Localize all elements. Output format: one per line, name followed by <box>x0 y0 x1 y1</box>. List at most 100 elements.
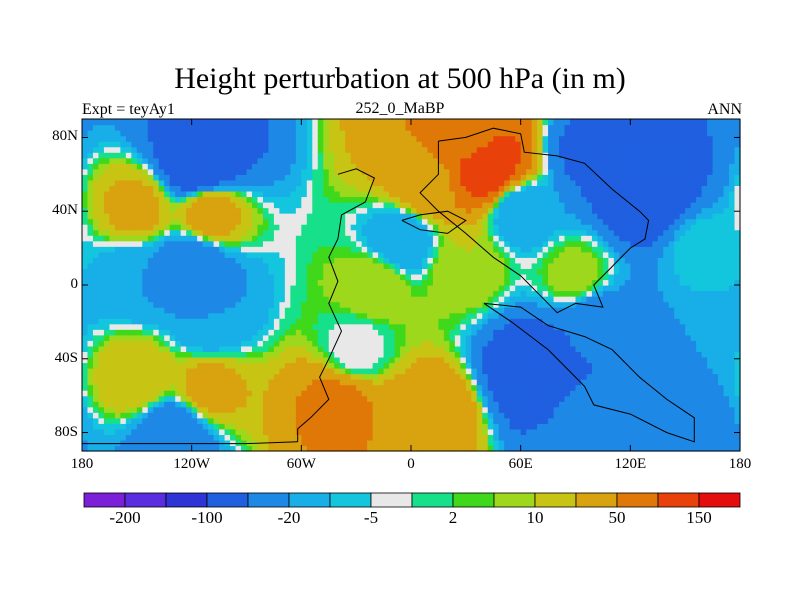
field-cell <box>493 312 500 319</box>
field-cell <box>213 185 220 192</box>
field-cell <box>427 390 434 397</box>
field-cell <box>284 190 291 198</box>
field-cell <box>82 246 89 253</box>
field-cell <box>350 417 357 424</box>
field-cell <box>213 323 220 330</box>
field-cell <box>432 157 440 164</box>
field-cell <box>372 124 379 131</box>
field-cell <box>224 351 231 358</box>
field-cell <box>443 307 450 314</box>
field-cell <box>92 351 100 358</box>
field-cell <box>400 445 407 452</box>
field-cell <box>114 323 121 330</box>
field-cell <box>471 207 478 214</box>
field-cell <box>202 207 209 214</box>
field-cell <box>246 207 253 214</box>
field-cell <box>350 262 357 269</box>
field-cell <box>262 373 270 380</box>
field-cell <box>443 296 450 303</box>
field-cell <box>454 229 461 236</box>
field-cell <box>202 285 209 292</box>
field-cell <box>92 379 100 386</box>
field-cell <box>312 423 319 430</box>
field-cell <box>432 390 440 397</box>
field-cell <box>487 445 494 452</box>
field-cell <box>334 135 341 142</box>
field-cell <box>378 207 385 214</box>
field-cell <box>290 179 297 186</box>
field-cell <box>537 390 544 397</box>
field-cell <box>169 268 176 275</box>
field-cell <box>427 301 434 308</box>
field-cell <box>487 296 494 303</box>
field-cell <box>317 240 324 247</box>
field-cell <box>142 406 149 413</box>
field-cell <box>482 273 489 281</box>
field-cell <box>389 395 396 402</box>
field-cell <box>186 445 193 452</box>
field-cell <box>498 390 505 397</box>
field-cell <box>378 345 385 352</box>
field-cell <box>411 262 418 269</box>
field-cell <box>334 368 341 375</box>
field-cell <box>389 179 396 186</box>
field-cell <box>449 235 456 242</box>
field-cell <box>251 273 259 281</box>
field-cell <box>251 312 259 319</box>
field-cell <box>460 141 467 148</box>
field-cell <box>383 307 390 314</box>
field-cell <box>493 246 500 253</box>
field-cell <box>279 152 286 159</box>
field-cell <box>202 417 209 424</box>
field-cell <box>520 268 527 275</box>
field-cell <box>339 202 346 209</box>
field-cell <box>312 401 319 408</box>
field-cell <box>323 257 330 264</box>
field-cell <box>515 296 522 303</box>
field-cell <box>202 312 209 319</box>
field-cell <box>509 207 516 214</box>
field-cell <box>427 157 434 164</box>
field-cell <box>306 152 313 159</box>
field-cell <box>147 146 154 153</box>
field-cell <box>465 119 472 126</box>
field-cell <box>378 412 385 419</box>
field-cell <box>273 157 280 164</box>
field-cell <box>389 257 396 264</box>
field-cell <box>273 423 280 430</box>
field-cell <box>350 296 357 303</box>
field-cell <box>334 373 341 380</box>
field-cell <box>98 390 105 397</box>
field-cell <box>180 329 187 336</box>
field-cell <box>334 202 341 209</box>
field-cell <box>120 141 127 148</box>
field-cell <box>158 434 165 441</box>
field-cell <box>262 445 270 452</box>
field-cell <box>350 251 357 258</box>
field-cell <box>350 257 357 264</box>
field-cell <box>158 301 165 308</box>
field-cell <box>290 207 297 214</box>
field-cell <box>120 395 127 402</box>
field-cell <box>158 445 165 452</box>
field-cell <box>334 329 341 336</box>
field-cell <box>213 379 220 386</box>
field-cell <box>273 307 280 314</box>
field-cell <box>262 417 270 424</box>
field-cell <box>312 207 319 214</box>
field-cell <box>515 202 522 209</box>
field-cell <box>389 285 396 292</box>
field-cell <box>443 379 450 386</box>
field-cell <box>251 379 259 386</box>
field-cell <box>290 307 297 314</box>
field-cell <box>142 362 149 369</box>
field-cell <box>372 130 379 137</box>
field-cell <box>235 229 242 236</box>
field-cell <box>394 379 401 386</box>
field-cell <box>400 257 407 264</box>
field-cell <box>273 240 280 247</box>
field-cell <box>290 190 297 198</box>
field-cell <box>213 279 220 286</box>
field-cell <box>273 428 280 435</box>
field-cell <box>147 406 154 413</box>
